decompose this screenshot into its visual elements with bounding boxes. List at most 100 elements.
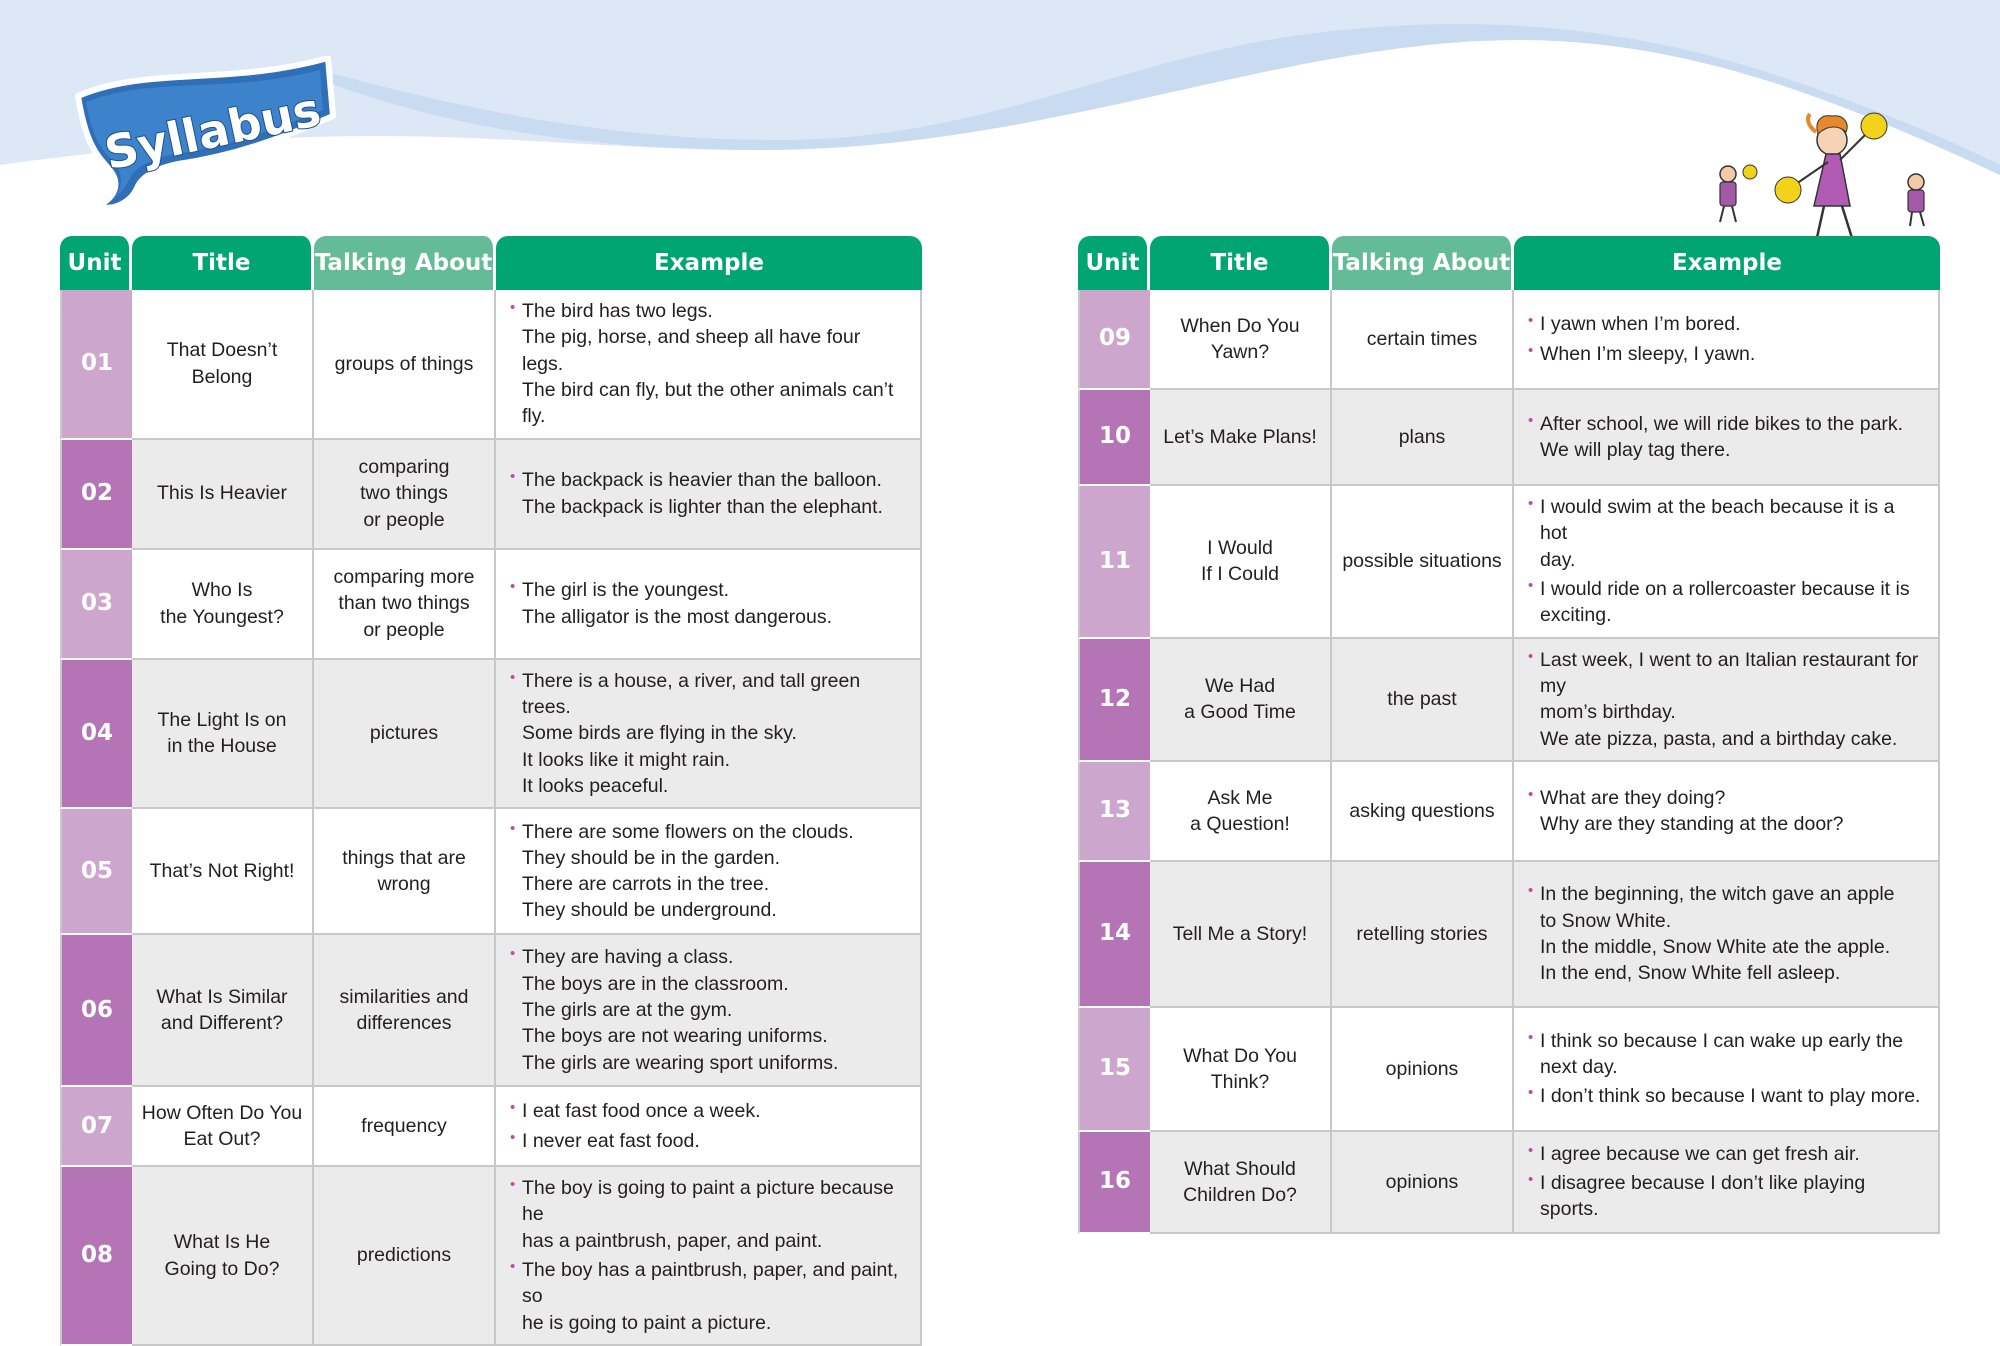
talking-about-text: pictures [369,722,439,745]
table-row: 12 We Had a Good Time the past • Last week, … [1078,638,1940,762]
table-row: 04 The Light Is on in the House pictures • T… [60,659,922,810]
unit-title-text: That Doesn’t Belong [166,339,278,388]
talking-about-text: retelling stories [1356,922,1488,945]
header-unit: Unit [60,236,132,290]
example-cell: • There is a house, a river, and tall gre… [496,659,922,810]
talking-about: comparing two things or people [314,439,496,550]
example-text: I eat fast food once a week. [522,1100,761,1123]
talking-about-text: the past [1387,688,1457,711]
example-text: When I’m sleepy, I yawn. [1540,342,1756,365]
header-title: Title [132,236,314,290]
example-item: • There are some flowers on the clouds. T… [510,819,904,924]
talking-about: retelling stories [1332,861,1514,1008]
table-row: 01 That Doesn’t Belong groups of things • Th… [60,290,922,440]
talking-about-text: certain times [1366,327,1478,350]
example-text: The girl is the youngest. The alligator … [522,579,833,628]
talking-about: pictures [314,659,496,810]
bullet-icon: • [510,819,516,837]
bullet-icon: • [510,1128,516,1146]
unit-title-text: That’s Not Right! [149,859,295,882]
table-row: 08 What Is He Going to Do? predictions • The… [60,1167,922,1346]
syllabus-banner: Syllabus [75,56,336,211]
example-item: • I agree because we can get fresh air. [1528,1141,1922,1167]
example-cell: • The backpack is heavier than the balloo… [496,439,922,550]
unit-title: This Is Heavier [132,439,314,550]
example-item: • After school, we will ride bikes to the… [1528,411,1922,464]
talking-about-text: things that are wrong [342,846,466,896]
example-item: • Last week, I went to an Italian restaur… [1528,647,1922,752]
example-item: • I yawn when I’m bored. [1528,311,1922,337]
example-item: • I think so because I can wake up early … [1528,1028,1922,1081]
talking-about: groups of things [314,290,496,440]
talking-about: predictions [314,1167,496,1346]
unit-title: We Had a Good Time [1150,638,1332,762]
example-cell: • After school, we will ride bikes to the… [1514,390,1940,486]
example-cell: • The boy is going to paint a picture bec… [496,1167,922,1346]
unit-title-text: Who Is the Youngest? [160,579,284,628]
talking-about-text: predictions [356,1244,452,1267]
bullet-icon: • [1528,1084,1534,1102]
unit-title: That’s Not Right! [132,809,314,936]
talking-about: comparing more than two things or people [314,549,496,660]
example-item: • I never eat fast food. [510,1128,904,1154]
unit-title-text: What Do You Think? [1183,1044,1297,1093]
bullet-icon: • [1528,647,1534,665]
talking-about-text: frequency [361,1114,447,1137]
unit-title: Tell Me a Story! [1150,861,1332,1008]
unit-number: 06 [60,935,132,1088]
header-example: Example [1514,236,1940,290]
talking-about-text: asking questions [1349,799,1495,822]
example-item: • They are having a class. The boys are i… [510,944,904,1076]
example-text: I never eat fast food. [522,1129,700,1152]
table-row: 15 What Do You Think? opinions • I think so … [1078,1007,1940,1132]
example-cell: • The girl is the youngest. The alligator… [496,549,922,660]
table-row: 13 Ask Me a Question! asking questions • Wha… [1078,761,1940,862]
bullet-icon: • [510,468,516,486]
background-wave [0,0,2000,176]
unit-title-text: How Often Do You Eat Out? [141,1101,303,1151]
unit-number: 09 [1078,290,1150,390]
example-cell: • I agree because we can get fresh air. • I… [1514,1131,1940,1234]
header-talking-about: Talking About [1332,236,1514,290]
example-item: • I don’t think so because I want to play… [1528,1083,1922,1109]
example-item: • In the beginning, the witch gave an app… [1528,881,1922,986]
unit-number: 12 [1078,638,1150,762]
table-row: 09 When Do You Yawn? certain times • I yawn … [1078,290,1940,390]
example-text: I agree because we can get fresh air. [1540,1142,1860,1165]
talking-about: asking questions [1332,761,1514,862]
small-figure-left [1719,164,1758,223]
bullet-icon: • [1528,411,1534,429]
talking-about: similarities and differences [314,935,496,1088]
unit-number: 04 [60,659,132,810]
example-text: They are having a class. The boys are in… [522,946,839,1074]
example-item: • I would swim at the beach because it is… [1528,494,1922,573]
header-unit: Unit [1078,236,1150,290]
bullet-icon: • [1528,576,1534,594]
example-text: There are some flowers on the clouds. Th… [522,820,854,922]
table-row: 07 How Often Do You Eat Out? frequency • I e… [60,1087,922,1168]
table-row: 06 What Is Similar and Different? similari… [60,935,922,1088]
unit-title: What Is He Going to Do? [132,1167,314,1346]
example-cell: • The bird has two legs. The pig, horse, … [496,290,922,440]
example-cell: • What are they doing? Why are they stand… [1514,761,1940,862]
table-header-row: Unit Title Talking About Example [60,236,922,290]
unit-title-text: I Would If I Could [1200,536,1280,586]
talking-about-text: possible situations [1342,550,1502,573]
example-item: • I disagree because I don’t like playing… [1528,1170,1922,1223]
example-text: Last week, I went to an Italian restaura… [1540,648,1919,750]
talking-about-text: groups of things [334,352,474,375]
bullet-icon: • [1528,1171,1534,1189]
unit-number: 05 [60,809,132,936]
example-cell: • I yawn when I’m bored. • When I’m sleepy,… [1514,290,1940,390]
unit-number: 10 [1078,390,1150,486]
unit-number: 07 [60,1087,132,1168]
unit-title-text: When Do You Yawn? [1180,314,1300,363]
table-row: 02 This Is Heavier comparing two things or… [60,439,922,550]
unit-title-text: This Is Heavier [156,482,288,505]
unit-number: 13 [1078,761,1150,862]
unit-title: What Should Children Do? [1150,1131,1332,1234]
talking-about-text: opinions [1385,1170,1459,1193]
girl-figure [1774,112,1888,247]
unit-title: The Light Is on in the House [132,659,314,810]
example-item: • I eat fast food once a week. [510,1098,904,1124]
